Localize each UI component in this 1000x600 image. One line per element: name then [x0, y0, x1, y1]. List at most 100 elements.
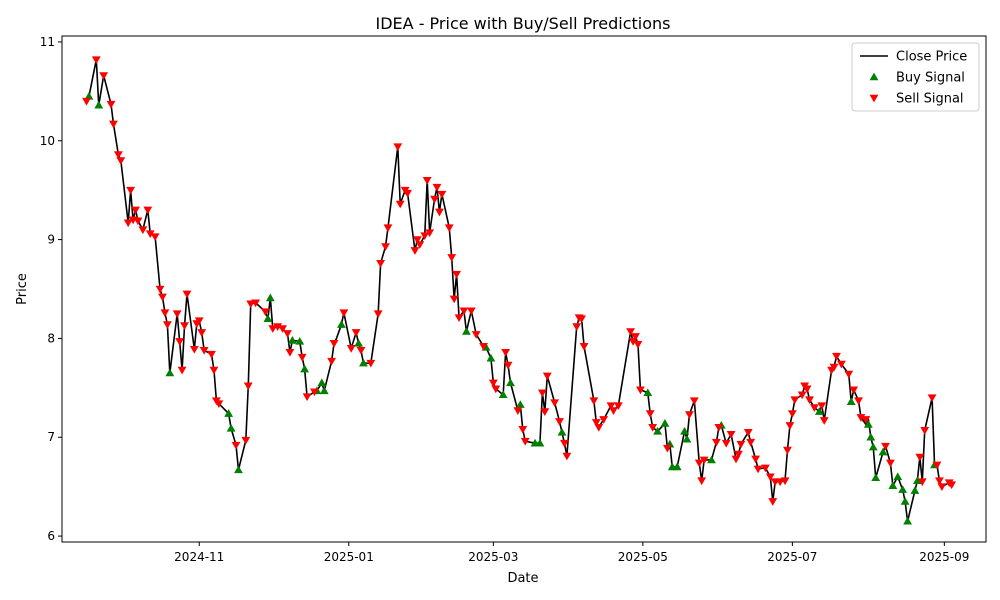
- buy-signal-marker: [653, 426, 662, 435]
- legend-sell-swatch: [869, 94, 879, 103]
- axes-frame: [61, 35, 987, 543]
- sell-signal-marker: [927, 394, 937, 403]
- sell-signal-marker: [285, 348, 295, 357]
- buy-signal-marker: [910, 486, 920, 494]
- sell-signal-marker: [452, 270, 461, 279]
- legend: Close Price Buy Signal Sell Signal: [851, 42, 980, 112]
- sell-signal-marker: [849, 386, 859, 395]
- sell-signal-marker: [721, 439, 731, 448]
- buy-signal-marker: [866, 432, 876, 441]
- sell-signal-marker: [145, 230, 155, 239]
- buy-signal-marker: [557, 427, 567, 436]
- sell-signal-marker: [207, 350, 216, 359]
- sell-signal-marker: [395, 200, 405, 209]
- sell-signal-marker: [194, 317, 204, 326]
- sell-signal-marker: [150, 233, 160, 242]
- sell-signal-marker: [432, 183, 442, 192]
- sell-signal-marker: [591, 419, 601, 427]
- sell-signal-marker: [594, 424, 604, 432]
- sell-signal-marker: [297, 353, 307, 362]
- sell-signal-marker: [126, 186, 136, 195]
- sell-signal-marker: [520, 437, 530, 446]
- sell-signal-marker: [829, 363, 839, 372]
- sell-signal-marker: [886, 459, 895, 468]
- sell-signal-marker: [91, 56, 101, 65]
- sell-signal-marker: [783, 446, 792, 455]
- sell-signal-marker: [415, 241, 425, 249]
- sell-signal-marker: [689, 397, 699, 406]
- buy-signal-marker: [515, 400, 525, 408]
- sell-signal-marker: [138, 226, 148, 235]
- sell-signal-marker: [251, 299, 261, 308]
- sell-signal-marker: [790, 396, 800, 405]
- sell-signal-marker: [734, 450, 743, 459]
- sell-signal-marker: [599, 416, 609, 424]
- sell-signal-marker: [636, 386, 645, 395]
- buy-signal-marker: [871, 473, 881, 482]
- sell-signal-marker: [832, 352, 841, 361]
- sell-signal-marker: [937, 483, 947, 492]
- buy-signal-marker: [660, 419, 670, 427]
- buy-signal-marker: [898, 485, 908, 493]
- legend-box: [851, 42, 980, 112]
- sell-signal-marker: [278, 325, 287, 333]
- buy-signal-marker: [94, 100, 104, 109]
- y-tick-label: 8: [47, 331, 55, 345]
- buy-signal-marker: [226, 423, 236, 432]
- sell-signal-marker: [133, 217, 143, 226]
- sell-signal-marker: [768, 498, 778, 506]
- buy-signal-marker: [672, 462, 682, 471]
- buy-signal-marker: [535, 438, 545, 447]
- sell-signal-marker: [726, 430, 736, 439]
- x-axis-label: Date: [507, 571, 538, 586]
- sell-signal-marker: [214, 400, 224, 409]
- sell-signal-marker: [836, 360, 846, 369]
- sell-signal-marker: [606, 402, 616, 411]
- buy-signal-marker: [814, 407, 824, 415]
- sell-signal-marker: [268, 325, 278, 333]
- sell-signal-marker: [542, 372, 552, 381]
- sell-signal-marker: [844, 370, 854, 379]
- sell-signal-marker: [714, 424, 724, 432]
- sell-signal-marker: [106, 100, 116, 109]
- legend-buy-swatch: [869, 72, 879, 81]
- buy-signal-marker: [263, 314, 273, 322]
- buy-signal-marker: [893, 472, 903, 481]
- sell-signal-marker: [743, 429, 753, 437]
- sell-signal-marker: [917, 478, 927, 487]
- sell-signal-marker: [381, 243, 390, 251]
- sell-signal-marker: [861, 416, 871, 424]
- sell-signal-marker: [162, 321, 172, 329]
- sell-signal-marker: [572, 323, 582, 331]
- sell-signal-marker: [273, 323, 283, 331]
- buy-signal-marker: [287, 335, 297, 344]
- sell-signal-marker: [817, 402, 827, 411]
- sell-signal-marker: [805, 396, 814, 405]
- buy-signal-marker: [354, 338, 363, 347]
- sell-signal-marker: [366, 359, 376, 368]
- sell-signal-marker: [412, 236, 422, 244]
- buy-signal-marker: [319, 386, 329, 395]
- sell-signal-marker: [123, 219, 133, 228]
- sell-signal-marker: [633, 341, 643, 349]
- legend-label: Close Price: [896, 50, 967, 65]
- sell-signal-marker: [609, 407, 618, 415]
- buy-signal-marker: [900, 497, 910, 505]
- sell-signal-marker: [447, 254, 457, 262]
- sell-signal-marker: [765, 473, 775, 482]
- sell-signal-marker: [915, 453, 925, 462]
- sell-signal-marker: [819, 417, 829, 425]
- y-tick-label: 10: [40, 134, 55, 148]
- sell-signal-marker: [449, 295, 459, 304]
- sell-signal-marker: [82, 97, 91, 106]
- sell-signal-marker: [555, 418, 564, 426]
- chart-title: IDEA - Price with Buy/Sell Predictions: [376, 14, 671, 33]
- sell-signal-marker: [410, 247, 420, 255]
- sell-signal-marker: [182, 290, 192, 299]
- sell-signal-marker: [935, 477, 944, 486]
- buy-signal-marker: [317, 378, 327, 387]
- sell-signal-marker: [197, 329, 207, 337]
- sell-signal-marker: [491, 385, 501, 394]
- buy-signal-marker: [337, 320, 346, 328]
- sell-signal-marker: [283, 330, 292, 338]
